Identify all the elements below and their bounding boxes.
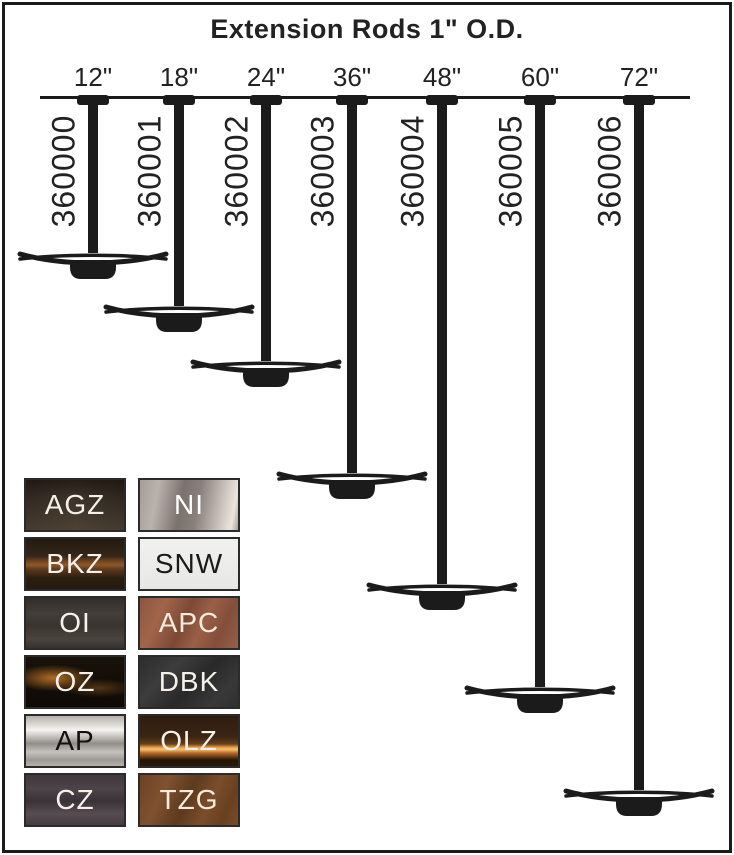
ceiling-fan-icon [276, 471, 428, 499]
extension-rod [347, 96, 357, 473]
fan-blades-edge [367, 584, 517, 592]
fan-blades-edge [104, 306, 254, 314]
finish-code-label: CZ [55, 784, 95, 815]
length-label: 60" [520, 62, 560, 92]
finish-swatch-ap: AP [24, 714, 126, 768]
model-number-wrap: 360006 [592, 112, 628, 230]
finish-swatch-cz: CZ [24, 773, 126, 827]
fan-body [243, 368, 289, 387]
model-number-wrap: 360001 [132, 112, 168, 230]
length-label: 18" [159, 62, 199, 92]
fan-blades [190, 359, 342, 374]
finish-code-label: AP [55, 725, 95, 756]
fan-blades [563, 788, 715, 803]
length-label: 12" [73, 62, 113, 92]
model-number: 360003 [304, 114, 341, 228]
finish-code-label: DBK [158, 666, 220, 697]
fan-blades-edge [277, 473, 427, 481]
length-label: 36" [332, 62, 372, 92]
finish-swatch-olz: OLZ [138, 714, 240, 768]
model-number-wrap: 360005 [493, 112, 529, 230]
ceiling-fan-icon [103, 304, 255, 332]
finish-code-label: AGZ [44, 489, 106, 520]
model-number-wrap: 360003 [305, 112, 341, 230]
model-number: 360001 [131, 114, 168, 228]
model-number-wrap: 360004 [395, 112, 431, 230]
finish-code-label: SNW [154, 548, 224, 579]
length-label: 48" [422, 62, 462, 92]
finish-code-label: OLZ [160, 725, 218, 756]
fan-blades [366, 582, 518, 597]
fan-body [616, 797, 662, 816]
fan-body [517, 694, 563, 713]
finish-code-label: OZ [54, 666, 96, 697]
fan-blades-edge [191, 361, 341, 369]
finish-swatch-dbk: DBK [138, 655, 240, 709]
finish-swatch-snw: SNW [138, 537, 240, 591]
fan-blades-edge [564, 790, 714, 798]
finish-swatch-ni: NI [138, 478, 240, 532]
extension-rod [174, 96, 184, 306]
fan-blades [464, 685, 616, 700]
fan-blades [103, 304, 255, 319]
fan-body [156, 313, 202, 332]
ceiling-fan-icon [17, 251, 169, 279]
model-number-wrap: 360002 [219, 112, 255, 230]
model-number: 360005 [492, 114, 529, 228]
finish-code-label: NI [174, 489, 204, 520]
model-number: 360006 [591, 114, 628, 228]
model-number: 360000 [45, 114, 82, 228]
finish-swatch-apc: APC [138, 596, 240, 650]
ceiling-fan-icon [366, 582, 518, 610]
fan-body [419, 591, 465, 610]
extension-rod [437, 96, 447, 584]
finish-swatch-tzg: TZG [138, 773, 240, 827]
finish-code-label: BKZ [46, 548, 104, 579]
extension-rod [535, 96, 545, 687]
fan-blades [17, 251, 169, 266]
model-number: 360002 [218, 114, 255, 228]
extension-rod [634, 96, 644, 790]
model-number: 360004 [394, 114, 431, 228]
finish-swatch-oz: OZ [24, 655, 126, 709]
finish-swatch-agz: AGZ [24, 478, 126, 532]
fan-body [329, 480, 375, 499]
fan-blades-edge [465, 687, 615, 695]
ceiling-fan-icon [190, 359, 342, 387]
length-label: 24" [246, 62, 286, 92]
ceiling-fan-icon [464, 685, 616, 713]
ceiling-fan-icon [563, 788, 715, 816]
ceiling-line [40, 96, 690, 99]
finish-code-label: APC [158, 607, 220, 638]
extension-rod [88, 96, 98, 253]
finish-legend: AGZ NI BKZ SNW OI APC OZ DBK AP OLZ CZ T… [24, 478, 240, 827]
finish-swatch-bkz: BKZ [24, 537, 126, 591]
page-title: Extension Rods 1" O.D. [210, 14, 524, 44]
length-label: 72" [619, 62, 659, 92]
finish-code-label: OI [59, 607, 91, 638]
finish-swatch-oi: OI [24, 596, 126, 650]
model-number-wrap: 360000 [46, 112, 82, 230]
fan-blades-edge [18, 253, 168, 261]
fan-blades [276, 471, 428, 486]
finish-code-label: TZG [159, 784, 219, 815]
extension-rod [261, 96, 271, 361]
fan-body [70, 260, 116, 279]
